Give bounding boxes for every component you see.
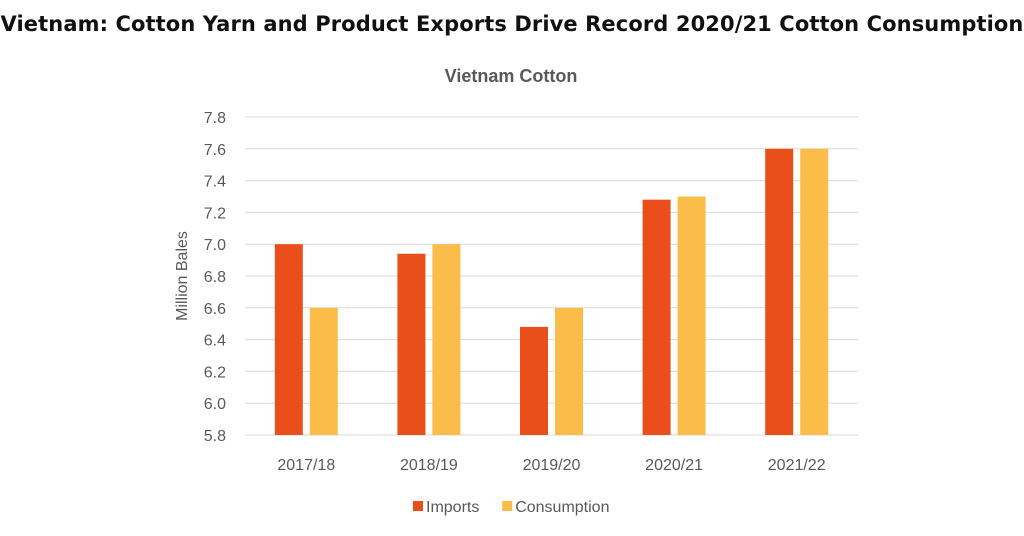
chart-title: Vietnam Cotton <box>445 66 578 86</box>
y-tick-label: 6.8 <box>204 269 226 286</box>
bar-imports <box>765 148 794 436</box>
bar-consumption <box>555 307 583 435</box>
x-tick-label: 2020/21 <box>645 457 703 474</box>
page-headline: Vietnam: Cotton Yarn and Product Exports… <box>0 12 1024 36</box>
bar-imports <box>520 326 548 435</box>
y-tick-label: 6.4 <box>204 333 226 350</box>
y-tick-label: 7.8 <box>204 110 226 127</box>
y-tick-label: 6.6 <box>204 301 226 318</box>
y-tick-label: 6.2 <box>204 364 226 381</box>
x-tick-label: 2021/22 <box>768 457 826 474</box>
y-tick-label: 7.0 <box>204 237 226 254</box>
bar-consumption <box>800 148 829 436</box>
bar-imports <box>274 244 303 435</box>
bar-imports <box>642 199 671 435</box>
legend-swatch-consumption <box>502 501 513 511</box>
bar-imports <box>397 253 426 435</box>
y-tick-label: 7.4 <box>204 174 226 191</box>
bar-consumption <box>432 244 461 435</box>
x-tick-label: 2019/20 <box>523 457 581 474</box>
y-tick-label: 5.8 <box>204 428 226 445</box>
legend-label-imports: Imports <box>426 499 479 516</box>
y-tick-label: 7.2 <box>204 205 226 222</box>
y-axis-label: Million Bales <box>174 231 191 321</box>
y-tick-label: 7.6 <box>204 142 226 159</box>
bar-consumption <box>309 307 338 435</box>
legend-label-consumption: Consumption <box>515 499 609 516</box>
bar-consumption <box>677 196 706 435</box>
y-tick-label: 6.0 <box>204 396 226 413</box>
x-tick-label: 2018/19 <box>400 457 458 474</box>
legend-swatch-imports <box>413 501 423 511</box>
x-tick-label: 2017/18 <box>277 457 335 474</box>
